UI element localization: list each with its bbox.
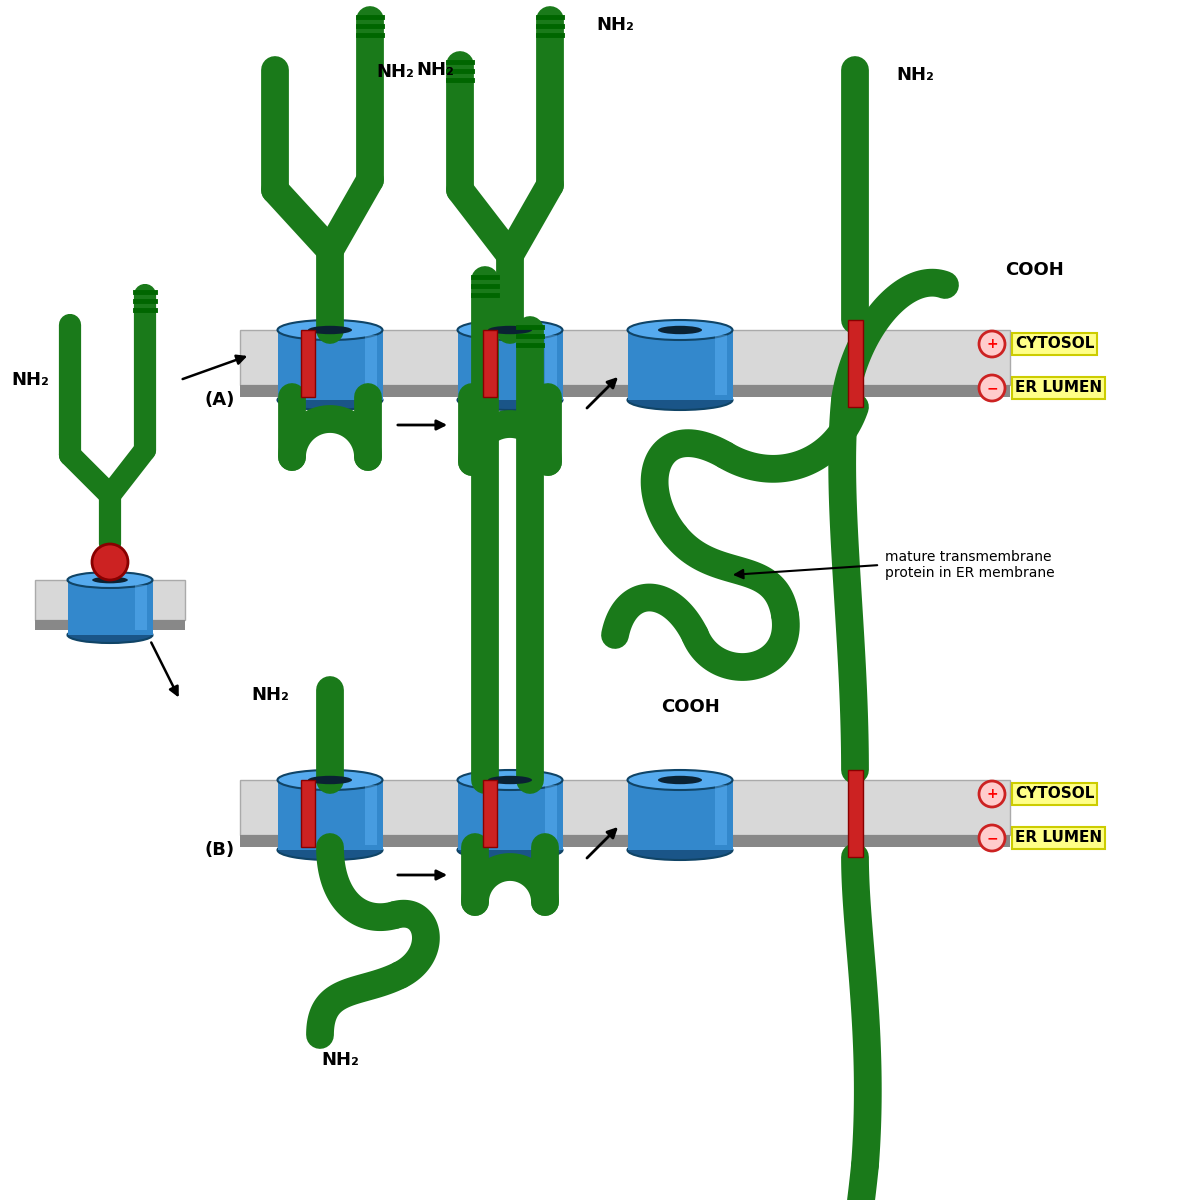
Bar <box>544 785 556 845</box>
Bar <box>483 330 497 397</box>
Polygon shape <box>458 780 472 850</box>
Bar <box>240 385 1010 397</box>
Bar <box>483 780 497 847</box>
Bar <box>301 780 315 847</box>
Text: CYTOSOL: CYTOSOL <box>1015 786 1094 802</box>
Circle shape <box>979 374 1005 401</box>
Text: (B): (B) <box>205 841 235 859</box>
Ellipse shape <box>458 390 562 410</box>
Bar <box>365 335 377 395</box>
Bar <box>365 785 377 845</box>
Bar <box>627 780 732 850</box>
Text: CYTOSOL: CYTOSOL <box>1015 336 1094 352</box>
Bar <box>277 330 383 400</box>
Bar <box>848 770 862 857</box>
Ellipse shape <box>93 577 128 583</box>
Bar <box>627 330 732 400</box>
Text: NH₂: NH₂ <box>596 16 635 34</box>
Text: NH₂: NH₂ <box>417 61 454 79</box>
Bar <box>35 620 185 630</box>
Bar <box>67 580 153 635</box>
Text: ER LUMEN: ER LUMEN <box>1015 830 1102 846</box>
Bar <box>277 780 383 850</box>
Bar <box>848 320 862 407</box>
Text: COOH: COOH <box>1005 260 1064 278</box>
Text: −: − <box>986 830 998 845</box>
Ellipse shape <box>277 840 383 860</box>
Bar <box>35 580 185 620</box>
Bar <box>458 780 562 850</box>
Text: (A): (A) <box>205 391 235 409</box>
Text: NH₂: NH₂ <box>896 66 934 84</box>
Bar <box>240 330 1010 385</box>
Polygon shape <box>627 780 643 850</box>
Bar <box>544 335 556 395</box>
Ellipse shape <box>277 390 383 410</box>
Text: NH₂: NH₂ <box>321 1051 359 1069</box>
Circle shape <box>979 781 1005 806</box>
Text: NH₂: NH₂ <box>252 686 289 704</box>
Ellipse shape <box>458 320 562 340</box>
Polygon shape <box>277 330 293 400</box>
Polygon shape <box>458 330 472 400</box>
Bar <box>301 330 315 397</box>
Ellipse shape <box>488 775 532 785</box>
Ellipse shape <box>627 770 732 790</box>
Bar <box>714 785 726 845</box>
Text: NH₂: NH₂ <box>11 371 49 389</box>
Text: mature transmembrane
protein in ER membrane: mature transmembrane protein in ER membr… <box>885 550 1055 580</box>
Text: ER LUMEN: ER LUMEN <box>1015 380 1102 396</box>
Circle shape <box>92 544 128 580</box>
Polygon shape <box>627 330 643 400</box>
Ellipse shape <box>488 325 532 334</box>
Ellipse shape <box>308 775 352 785</box>
Bar <box>458 330 562 400</box>
Ellipse shape <box>277 320 383 340</box>
Ellipse shape <box>657 775 702 785</box>
Ellipse shape <box>67 626 153 643</box>
Circle shape <box>979 826 1005 851</box>
Polygon shape <box>67 580 83 635</box>
Ellipse shape <box>627 390 732 410</box>
Text: NH₂: NH₂ <box>376 62 414 80</box>
Ellipse shape <box>657 325 702 334</box>
Bar <box>135 584 147 630</box>
Ellipse shape <box>67 572 153 588</box>
Polygon shape <box>277 780 293 850</box>
Text: COOH: COOH <box>661 698 719 716</box>
Ellipse shape <box>627 840 732 860</box>
Text: −: − <box>986 382 998 395</box>
Ellipse shape <box>627 320 732 340</box>
Ellipse shape <box>277 770 383 790</box>
Text: +: + <box>986 337 998 350</box>
Bar <box>714 335 726 395</box>
Bar <box>240 780 1010 835</box>
Bar <box>240 835 1010 847</box>
Text: +: + <box>986 787 998 802</box>
Ellipse shape <box>308 325 352 334</box>
Ellipse shape <box>458 840 562 860</box>
Ellipse shape <box>458 770 562 790</box>
Circle shape <box>979 331 1005 358</box>
